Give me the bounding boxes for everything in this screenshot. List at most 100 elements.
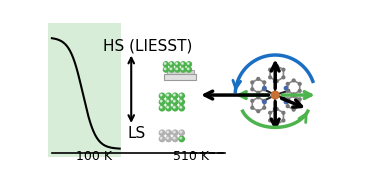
Circle shape xyxy=(179,136,184,142)
Circle shape xyxy=(284,100,288,104)
Circle shape xyxy=(164,63,166,64)
Circle shape xyxy=(269,111,271,114)
Circle shape xyxy=(169,67,174,72)
Circle shape xyxy=(170,63,172,64)
Circle shape xyxy=(160,137,162,139)
Circle shape xyxy=(263,100,266,104)
Circle shape xyxy=(170,68,172,70)
Circle shape xyxy=(167,100,169,102)
Circle shape xyxy=(179,130,184,136)
Circle shape xyxy=(173,137,175,139)
Circle shape xyxy=(292,93,295,96)
Circle shape xyxy=(286,98,289,101)
Circle shape xyxy=(263,106,266,109)
Circle shape xyxy=(298,89,301,92)
Circle shape xyxy=(282,111,285,114)
Circle shape xyxy=(298,105,301,108)
Circle shape xyxy=(251,106,254,109)
Circle shape xyxy=(166,93,171,98)
Circle shape xyxy=(257,110,260,113)
Circle shape xyxy=(269,76,271,79)
Circle shape xyxy=(166,136,171,142)
Text: LS: LS xyxy=(127,126,146,141)
Circle shape xyxy=(251,99,254,102)
Circle shape xyxy=(274,107,277,111)
Circle shape xyxy=(180,106,182,108)
Circle shape xyxy=(169,62,174,67)
Circle shape xyxy=(271,91,279,99)
Circle shape xyxy=(180,131,182,133)
Circle shape xyxy=(160,94,162,96)
Circle shape xyxy=(159,105,165,111)
Circle shape xyxy=(160,106,162,108)
Circle shape xyxy=(160,131,162,133)
Circle shape xyxy=(263,86,266,90)
Circle shape xyxy=(182,68,183,70)
Circle shape xyxy=(159,99,165,105)
Bar xyxy=(48,23,121,157)
Circle shape xyxy=(163,62,169,67)
Circle shape xyxy=(172,105,178,111)
Circle shape xyxy=(263,88,266,91)
Circle shape xyxy=(180,100,182,102)
Circle shape xyxy=(275,108,278,110)
Circle shape xyxy=(166,105,171,111)
Text: 510 K: 510 K xyxy=(173,150,208,163)
Circle shape xyxy=(167,137,169,139)
Circle shape xyxy=(275,123,278,126)
Circle shape xyxy=(172,130,178,136)
Circle shape xyxy=(292,94,295,97)
Circle shape xyxy=(263,81,266,84)
Circle shape xyxy=(166,99,171,105)
Circle shape xyxy=(263,99,266,102)
Circle shape xyxy=(173,94,175,96)
FancyBboxPatch shape xyxy=(167,70,195,74)
Text: 100 K: 100 K xyxy=(76,150,112,163)
Circle shape xyxy=(159,130,165,136)
Circle shape xyxy=(286,105,289,108)
Circle shape xyxy=(180,137,182,139)
Circle shape xyxy=(251,88,254,91)
Circle shape xyxy=(167,94,169,96)
Circle shape xyxy=(269,119,271,122)
Circle shape xyxy=(274,80,277,83)
Circle shape xyxy=(173,100,175,102)
Circle shape xyxy=(282,68,285,71)
Circle shape xyxy=(187,62,192,67)
Circle shape xyxy=(275,64,278,67)
Circle shape xyxy=(167,131,169,133)
Circle shape xyxy=(181,62,185,67)
Circle shape xyxy=(172,93,178,98)
Circle shape xyxy=(173,131,175,133)
Circle shape xyxy=(257,77,260,80)
Circle shape xyxy=(284,86,288,90)
Circle shape xyxy=(292,108,295,111)
Circle shape xyxy=(286,89,289,92)
Circle shape xyxy=(257,91,260,94)
Circle shape xyxy=(175,67,180,72)
Circle shape xyxy=(176,63,178,64)
Circle shape xyxy=(164,68,166,70)
Circle shape xyxy=(172,136,178,142)
Circle shape xyxy=(251,81,254,84)
Circle shape xyxy=(286,83,289,85)
Circle shape xyxy=(187,63,189,64)
Circle shape xyxy=(257,96,260,99)
Circle shape xyxy=(159,93,165,98)
Text: HS (LIESST): HS (LIESST) xyxy=(103,39,193,54)
Circle shape xyxy=(160,100,162,102)
Circle shape xyxy=(187,67,192,72)
Circle shape xyxy=(292,79,295,82)
Circle shape xyxy=(298,98,301,101)
Circle shape xyxy=(180,94,182,96)
FancyBboxPatch shape xyxy=(164,74,196,80)
Circle shape xyxy=(176,68,178,70)
Circle shape xyxy=(269,68,271,71)
Circle shape xyxy=(275,80,278,83)
Circle shape xyxy=(173,106,175,108)
Circle shape xyxy=(179,105,184,111)
Circle shape xyxy=(166,130,171,136)
Circle shape xyxy=(182,63,183,64)
Circle shape xyxy=(167,106,169,108)
Circle shape xyxy=(298,83,301,85)
